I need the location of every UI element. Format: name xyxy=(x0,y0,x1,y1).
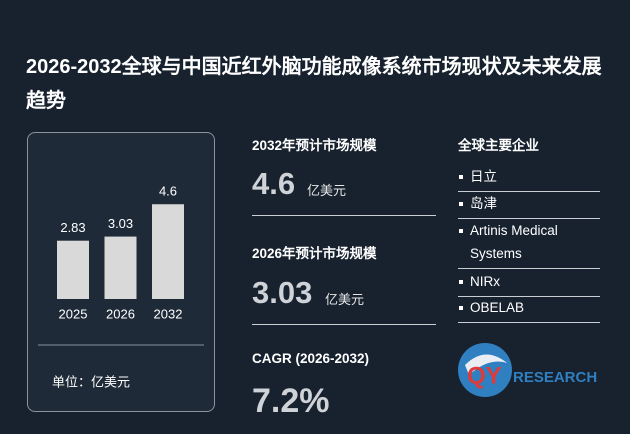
separator xyxy=(458,296,600,297)
stat-unit: 亿美元 xyxy=(325,292,365,307)
stat-value: 7.2% xyxy=(252,382,330,420)
separator xyxy=(458,218,600,219)
logo-research: RESEARCH xyxy=(513,369,597,386)
companies-title: 全球主要企业 xyxy=(458,138,539,153)
bar xyxy=(152,204,184,299)
x-tick-label: 2032 xyxy=(154,306,183,321)
company: 日立 xyxy=(470,169,497,184)
bullet xyxy=(459,175,463,179)
separator xyxy=(458,191,600,192)
stat-label: CAGR (2026-2032) xyxy=(252,351,370,366)
logo-swoosh xyxy=(465,354,507,375)
title: 2026-2032全球与中国近红外脑功能成像系统市场现状及未来发展趋势 xyxy=(26,56,602,112)
separator xyxy=(252,324,436,325)
logo-qy: QY xyxy=(467,362,502,389)
unit-label: 单位：亿美元 xyxy=(52,374,130,389)
stat-label: 2032年预计市场规模 xyxy=(252,138,377,153)
company: 岛津 xyxy=(470,196,497,211)
x-tick-label: 2026 xyxy=(106,306,135,321)
company: OBELAB xyxy=(470,300,525,315)
logo: QY RESEARCH xyxy=(458,343,597,397)
separator xyxy=(458,322,600,323)
stat-value: 3.03 xyxy=(252,275,313,310)
data-label: 4.6 xyxy=(159,184,177,199)
bullet xyxy=(459,229,463,233)
bullet xyxy=(459,280,463,284)
separator xyxy=(458,268,600,269)
stat-value: 4.6 xyxy=(252,166,296,201)
bar xyxy=(104,236,137,299)
company: NIRx xyxy=(470,274,500,289)
company: Artinis Medical Systems xyxy=(470,223,558,261)
bullet xyxy=(459,306,463,310)
logo-globe xyxy=(458,343,512,397)
data-label: 3.03 xyxy=(108,216,133,231)
stat-unit: 亿美元 xyxy=(307,183,347,198)
stat-label: 2026年预计市场规模 xyxy=(252,246,377,261)
data-label: 2.83 xyxy=(60,220,85,235)
bullet xyxy=(459,202,463,206)
separator xyxy=(252,215,436,216)
x-tick-label: 2025 xyxy=(59,306,88,321)
bar xyxy=(57,240,89,299)
